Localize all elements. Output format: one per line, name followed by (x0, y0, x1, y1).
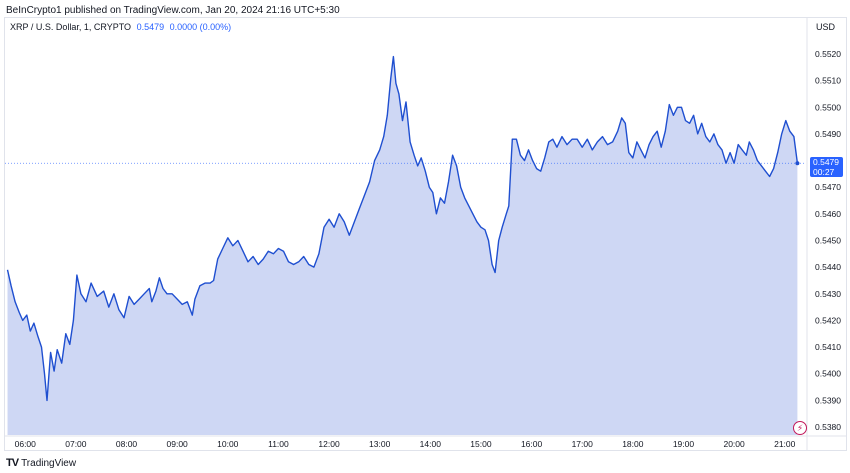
x-tick-label: 11:00 (268, 439, 289, 449)
y-tick-label: 0.5410 (815, 342, 841, 352)
x-tick-label: 16:00 (521, 439, 543, 449)
x-tick-label: 20:00 (723, 439, 745, 449)
x-tick-label: 06:00 (15, 439, 37, 449)
legend-change: 0.0000 (0.00%) (169, 22, 232, 32)
legend-price: 0.5479 (136, 22, 165, 32)
x-tick-label: 08:00 (116, 439, 138, 449)
y-tick-label: 0.5440 (815, 262, 841, 272)
y-tick-label: 0.5450 (815, 235, 841, 245)
y-tick-label: 0.5390 (815, 395, 841, 405)
symbol-name[interactable]: XRP / U.S. Dollar, 1, CRYPTO (10, 22, 132, 32)
symbol-legend[interactable]: XRP / U.S. Dollar, 1, CRYPTO 0.5479 0.00… (10, 22, 231, 32)
y-tick-label: 0.5490 (815, 129, 841, 139)
y-tick-label: 0.5500 (815, 102, 841, 112)
tradingview-logo[interactable]: TV TradingView (6, 457, 76, 469)
x-tick-label: 14:00 (420, 439, 442, 449)
x-tick-label: 18:00 (622, 439, 644, 449)
last-price-dot (795, 161, 800, 166)
last-price-tag: 0.5479 00:27 (810, 157, 843, 177)
x-tick-label: 21:00 (774, 439, 796, 449)
x-tick-label: 09:00 (167, 439, 189, 449)
x-tick-label: 07:00 (65, 439, 87, 449)
x-tick-label: 15:00 (470, 439, 492, 449)
currency-label[interactable]: USD (816, 22, 836, 32)
x-tick-label: 10:00 (217, 439, 239, 449)
price-area-fill (7, 56, 798, 435)
x-tick-label: 12:00 (318, 439, 340, 449)
tradingview-brand: TradingView (21, 457, 77, 469)
y-tick-label: 0.5460 (815, 209, 841, 219)
price-line (6, 55, 799, 402)
y-tick-label: 0.5380 (815, 422, 841, 432)
y-tick-label: 0.5420 (815, 315, 841, 325)
tradingview-logo-icon: TV (6, 457, 19, 469)
last-price-value: 0.5479 (813, 157, 839, 167)
y-tick-label: 0.5430 (815, 289, 841, 299)
x-tick-label: 19:00 (673, 439, 695, 449)
x-tick-label: 17:00 (572, 439, 594, 449)
y-tick-label: 0.5400 (815, 369, 841, 379)
y-tick-label: 0.5520 (815, 49, 841, 59)
y-tick-label: 0.5470 (815, 182, 841, 192)
lightning-icon[interactable]: ⚡ (793, 421, 807, 435)
x-tick-label: 13:00 (369, 439, 391, 449)
y-tick-label: 0.5510 (815, 76, 841, 86)
publish-info: BeInCrypto1 published on TradingView.com… (6, 5, 340, 16)
chart-frame (4, 17, 847, 451)
bar-countdown: 00:27 (813, 167, 835, 177)
